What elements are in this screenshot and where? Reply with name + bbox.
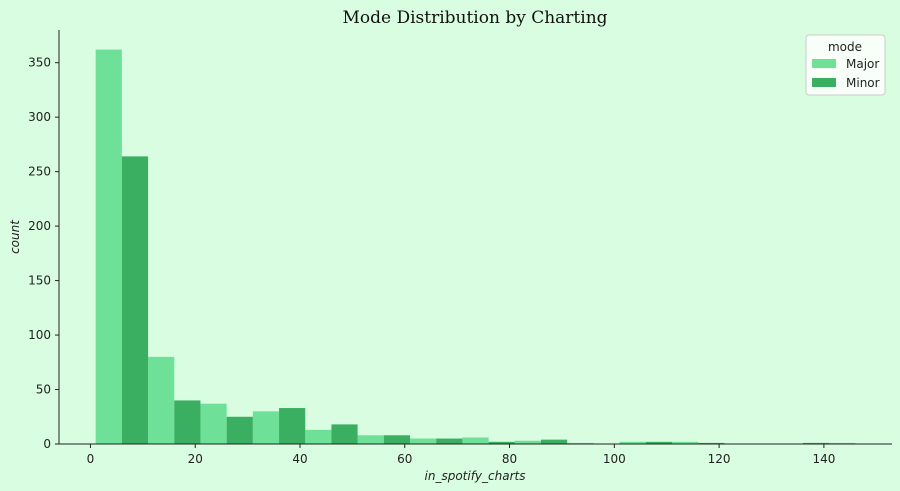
bar-major-6: [410, 438, 437, 444]
legend: mode Major Minor: [805, 34, 886, 96]
chart-title: Mode Distribution by Charting: [342, 8, 607, 28]
bar-minor-10: [645, 441, 672, 444]
bar-major-10: [619, 441, 646, 444]
bar-minor-11: [698, 442, 725, 444]
y-tick-label-0: 0: [43, 437, 51, 451]
x-tick-label-20: 20: [188, 452, 203, 466]
bar-minor-1: [174, 400, 201, 444]
x-tick-label-80: 80: [502, 452, 517, 466]
bars-group: [95, 49, 856, 444]
bar-minor-2: [226, 416, 253, 444]
bar-minor-5: [383, 435, 411, 444]
bar-minor-4: [331, 424, 358, 444]
legend-title: mode: [828, 40, 862, 54]
bar-major-7: [462, 437, 489, 444]
axes-group: 0 20 40 60 80 100 120 140 0 50 100 150 200 250 300 350: [28, 30, 892, 466]
bar-major-8: [514, 440, 541, 444]
x-axis-label: in_spotify_charts: [425, 469, 526, 483]
bar-minor-0: [121, 156, 149, 444]
y-tick-label-300: 300: [28, 110, 51, 124]
y-tick-label-150: 150: [28, 274, 51, 288]
y-tick-label-250: 250: [28, 165, 51, 179]
y-tick-label-200: 200: [28, 219, 51, 233]
x-tick-label-100: 100: [603, 452, 626, 466]
x-tick-label-40: 40: [292, 452, 307, 466]
legend-swatch-minor: [812, 78, 836, 87]
x-tick-label-120: 120: [708, 452, 731, 466]
bar-minor-6: [436, 438, 463, 444]
bar-major-4: [305, 429, 332, 444]
bar-major-2: [200, 403, 227, 444]
bar-minor-3: [279, 408, 306, 444]
y-tick-label-100: 100: [28, 328, 51, 342]
bar-minor-8: [540, 439, 568, 444]
x-tick-label-140: 140: [812, 452, 835, 466]
legend-swatch-major: [812, 59, 836, 68]
bar-major-0: [95, 49, 122, 444]
y-tick-label-50: 50: [36, 383, 51, 397]
y-tick-label-350: 350: [28, 56, 51, 70]
bar-minor-13: [802, 442, 830, 444]
x-tick-label-60: 60: [397, 452, 412, 466]
bar-major-5: [357, 435, 384, 444]
bar-minor-7: [488, 441, 515, 444]
x-tick-label-0: 0: [87, 452, 95, 466]
bar-major-9: [567, 442, 594, 444]
bar-major-1: [148, 356, 175, 444]
bar-major-14: [829, 442, 856, 444]
bar-major-11: [671, 441, 699, 444]
y-axis-label: count: [8, 219, 22, 254]
bar-major-3: [252, 411, 280, 444]
legend-label-minor: Minor: [846, 76, 880, 90]
legend-label-major: Major: [846, 57, 879, 71]
